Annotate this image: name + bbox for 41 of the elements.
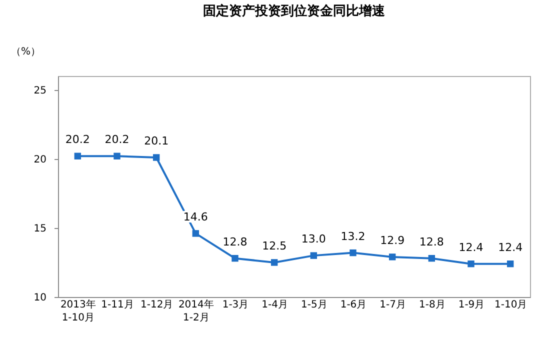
data-label: 20.2 xyxy=(65,133,90,146)
x-tick-label: 1-6月 xyxy=(340,300,367,310)
data-label: 12.5 xyxy=(262,239,287,252)
x-tick-label: 1-10月 xyxy=(494,300,528,310)
x-tick-label: 1-12月 xyxy=(140,300,174,310)
point xyxy=(388,254,396,260)
x-tick-label: 1-5月 xyxy=(300,300,328,310)
data-label: 12.8 xyxy=(419,235,444,248)
x-tick-label: 1-7月 xyxy=(380,300,406,310)
data-label: 12.9 xyxy=(380,234,405,247)
y-axis-title: （%） xyxy=(10,46,40,58)
point xyxy=(350,249,356,256)
point xyxy=(468,260,474,268)
point xyxy=(232,254,238,262)
data-label: 13.0 xyxy=(301,232,326,246)
point xyxy=(310,252,318,259)
chart-title: 固定资产投资到位资金同比增速 xyxy=(203,3,386,19)
data-label: 12.8 xyxy=(222,235,248,248)
point xyxy=(428,254,436,262)
x-tick-label: 2013年 1-10月 xyxy=(60,298,96,324)
y-tick-label: 20 xyxy=(34,154,46,166)
data-label: 20.1 xyxy=(144,134,169,148)
y-tick-label: 15 xyxy=(34,223,46,234)
point xyxy=(506,260,514,268)
point xyxy=(74,152,82,160)
point xyxy=(114,152,120,160)
x-tick-label: 1-4月 xyxy=(262,300,288,310)
point xyxy=(270,259,278,266)
data-label: 12.4 xyxy=(458,240,484,254)
x-tick-label: 2014年 1-2月 xyxy=(178,298,214,324)
point xyxy=(152,154,160,161)
point xyxy=(192,230,200,237)
x-tick-label: 1-11月 xyxy=(101,300,134,310)
data-label: 13.2 xyxy=(340,230,366,243)
data-label: 12.4 xyxy=(498,240,523,254)
data-label: 20.2 xyxy=(104,133,130,146)
y-tick-label: 10 xyxy=(34,292,46,304)
y-tick-label: 25 xyxy=(34,85,46,96)
x-tick-label: 1-8月 xyxy=(418,300,446,310)
x-tick-label: 1-3月 xyxy=(222,300,249,310)
x-tick-label: 1-9月 xyxy=(458,300,485,310)
